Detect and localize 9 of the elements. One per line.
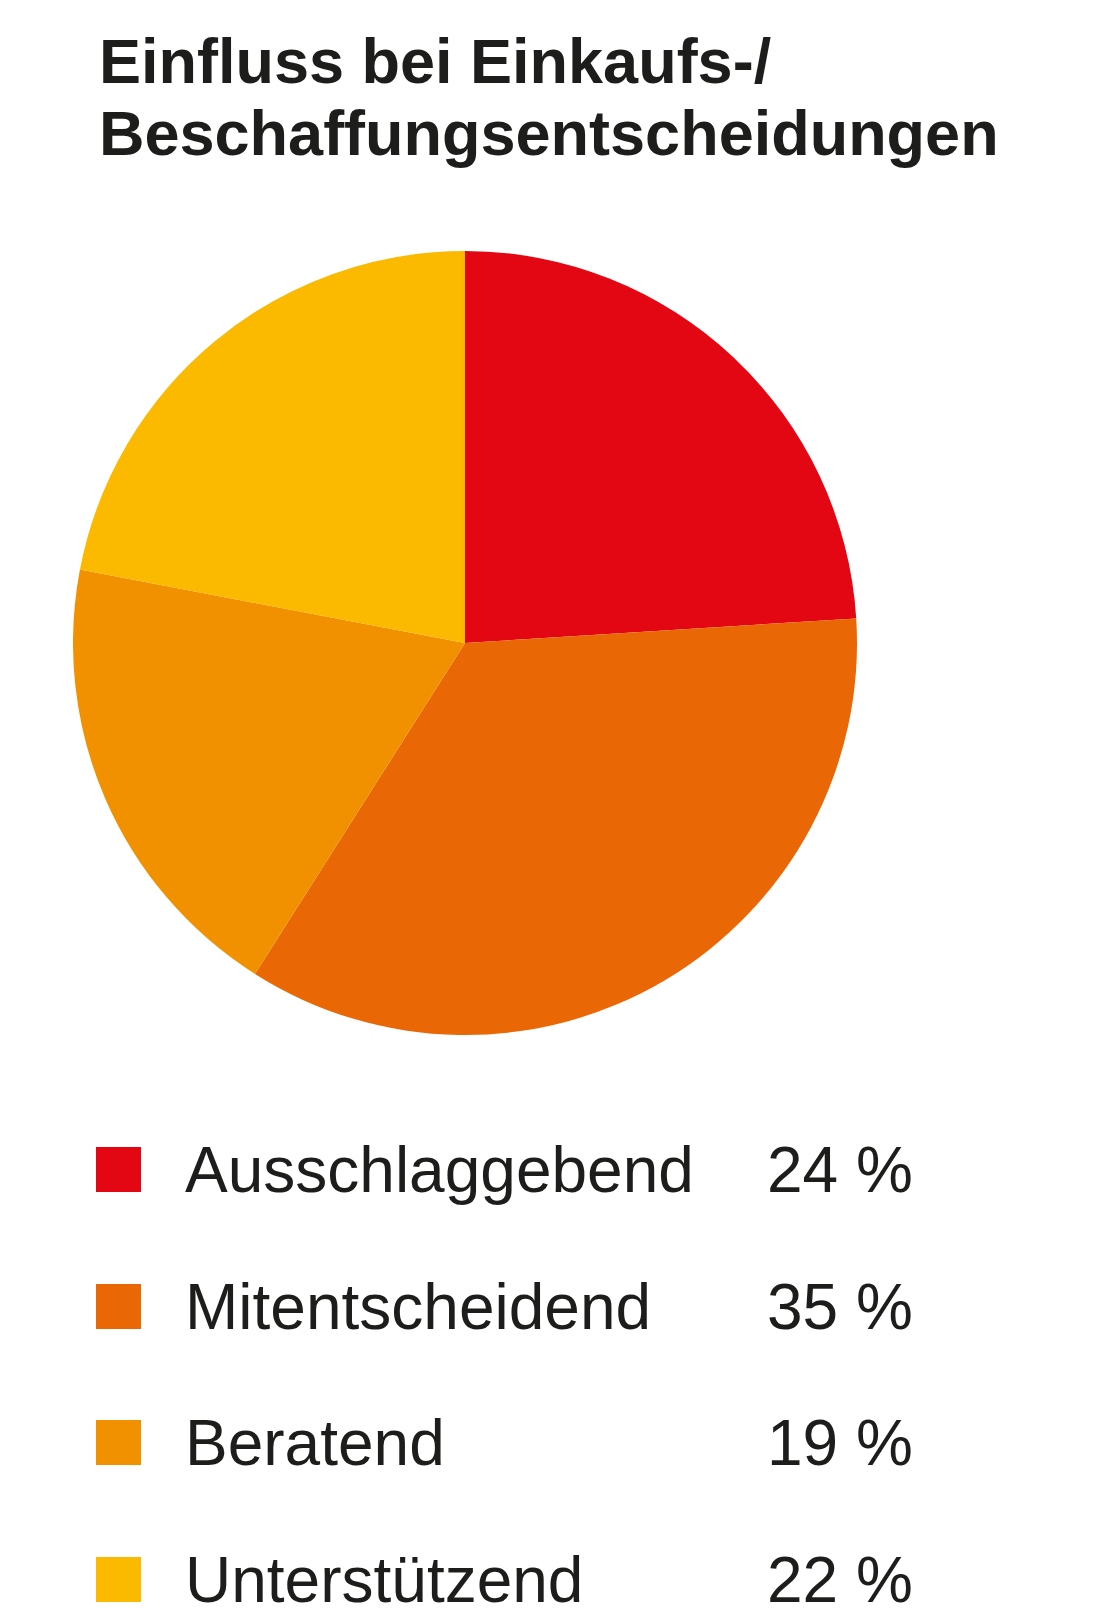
- data-label: 19 %: [767, 1407, 913, 1479]
- data-label: 22 %: [767, 1543, 913, 1612]
- legend-label: Unterstützend: [185, 1543, 585, 1612]
- data-label: 35 %: [767, 1270, 913, 1343]
- chart-title: Einfluss bei Einkaufs-/ Beschaffungsentscheidungen: [99, 25, 1000, 169]
- legend-label: Mitentscheidend: [185, 1270, 653, 1343]
- legend-label: Ausschlaggebend: [185, 1134, 695, 1206]
- legend-label: Beratend: [185, 1407, 446, 1479]
- data-label: 24 %: [767, 1134, 913, 1206]
